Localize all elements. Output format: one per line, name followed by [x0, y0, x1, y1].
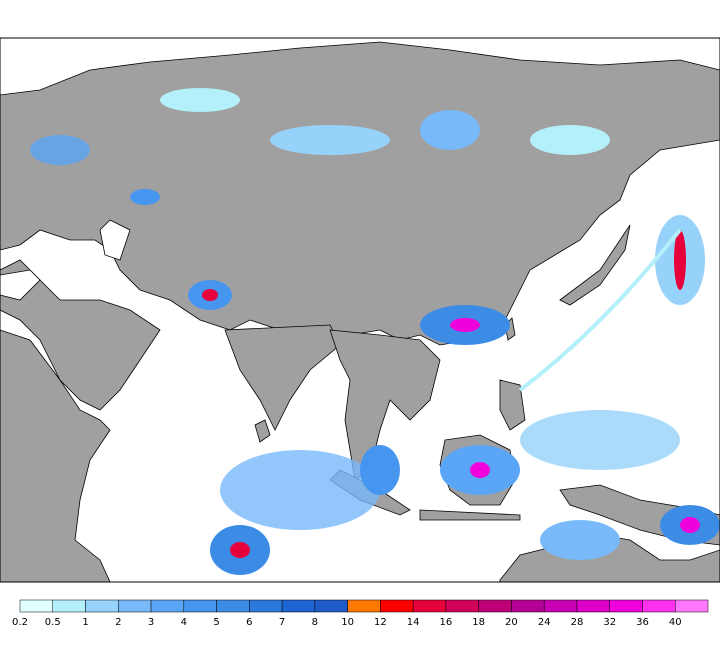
colorbar-label: 32	[603, 617, 616, 628]
color-swatch	[674, 599, 709, 613]
colorbar: 0.2 0.5 1 2 3 4 5 6 7 8 10 12 14 16 18 20 24 28 32 36 40	[12, 599, 709, 628]
colorbar-label: 3	[148, 617, 154, 628]
colorbar-label: 24	[538, 617, 551, 628]
colorbar-label: 18	[472, 617, 485, 628]
colorbar-label: 12	[374, 617, 387, 628]
color-swatch	[412, 599, 447, 613]
color-swatch	[249, 599, 283, 613]
color-swatch	[511, 599, 545, 613]
colorbar-label: 14	[407, 617, 420, 628]
colorbar-label: 36	[636, 617, 649, 628]
colorbar-label: 20	[505, 617, 518, 628]
color-swatch	[314, 599, 348, 613]
colorbar-label: 16	[440, 617, 453, 628]
colorbar-label: 40	[669, 617, 682, 628]
color-swatch	[150, 599, 185, 613]
colorbar-label: 0.5	[45, 617, 61, 628]
colorbar-label: 1	[82, 617, 88, 628]
color-swatch	[281, 599, 316, 613]
color-swatch	[543, 599, 578, 613]
color-swatch	[85, 599, 119, 613]
color-swatch	[118, 599, 152, 613]
map	[0, 37, 720, 583]
color-swatch	[609, 599, 643, 613]
colorbar-label: 2	[115, 617, 121, 628]
colorbar-label: 28	[571, 617, 584, 628]
colorbar-label: 8	[312, 617, 318, 628]
colorbar-label: 5	[213, 617, 219, 628]
color-swatch	[380, 599, 414, 613]
color-swatch	[19, 599, 54, 613]
color-swatch	[478, 599, 512, 613]
color-swatch	[216, 599, 250, 613]
colorbar-label: 6	[246, 617, 252, 628]
colorbar-label: 0.2	[12, 617, 28, 628]
precipitation	[30, 88, 720, 575]
color-swatch	[445, 599, 479, 613]
color-swatch	[52, 599, 86, 613]
color-swatch	[642, 599, 676, 613]
map-frame	[0, 37, 720, 583]
color-swatch	[183, 599, 217, 613]
color-swatch	[347, 599, 381, 613]
color-swatch	[576, 599, 610, 613]
colorbar-label: 4	[181, 617, 187, 628]
colorbar-label: 7	[279, 617, 285, 628]
colorbar-label: 10	[341, 617, 354, 628]
